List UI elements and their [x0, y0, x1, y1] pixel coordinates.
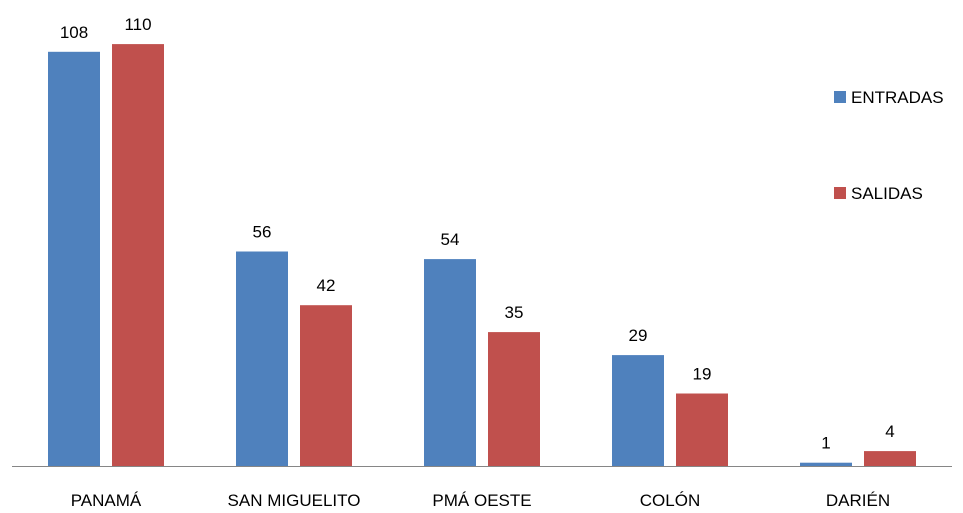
value-label-entradas-panama: 108 — [60, 23, 88, 42]
category-label-pma-oeste: PMÁ OESTE — [432, 491, 531, 510]
legend-swatch-salidas — [834, 187, 846, 199]
category-label-panama: PANAMÁ — [71, 491, 142, 510]
value-label-salidas-pma-oeste: 35 — [505, 303, 524, 322]
value-label-entradas-colon: 29 — [629, 326, 648, 345]
bar-entradas-san-miguelito — [236, 251, 288, 467]
bar-salidas-darien — [864, 451, 916, 467]
bar-entradas-pma-oeste — [424, 259, 476, 467]
value-label-entradas-darien: 1 — [821, 434, 830, 453]
category-label-colon: COLÓN — [640, 491, 700, 510]
category-label-darien: DARIÉN — [826, 491, 890, 510]
bar-salidas-san-miguelito — [300, 305, 352, 467]
bar-entradas-darien — [800, 462, 852, 467]
category-label-san-miguelito: SAN MIGUELITO — [228, 491, 361, 510]
value-label-entradas-pma-oeste: 54 — [441, 230, 460, 249]
bar-salidas-pma-oeste — [488, 332, 540, 467]
legend: ENTRADAS SALIDAS — [834, 88, 944, 203]
bar-salidas-panama — [112, 44, 164, 467]
value-label-salidas-colon: 19 — [693, 365, 712, 384]
value-label-entradas-san-miguelito: 56 — [253, 223, 272, 242]
value-label-salidas-panama: 110 — [124, 15, 151, 34]
value-label-salidas-san-miguelito: 42 — [317, 276, 336, 295]
category-labels-group: PANAMÁ SAN MIGUELITO PMÁ OESTE COLÓN DARIÉN — [71, 491, 890, 510]
value-labels-group: 108 110 56 42 54 35 29 19 1 4 — [60, 15, 895, 453]
bar-entradas-panama — [48, 51, 100, 467]
legend-label-salidas: SALIDAS — [851, 184, 923, 203]
legend-swatch-entradas — [834, 91, 846, 103]
bars-group — [48, 44, 916, 467]
legend-label-entradas: ENTRADAS — [851, 88, 944, 107]
value-label-salidas-darien: 4 — [885, 422, 894, 441]
bar-salidas-colon — [676, 393, 728, 467]
bar-entradas-colon — [612, 355, 664, 467]
